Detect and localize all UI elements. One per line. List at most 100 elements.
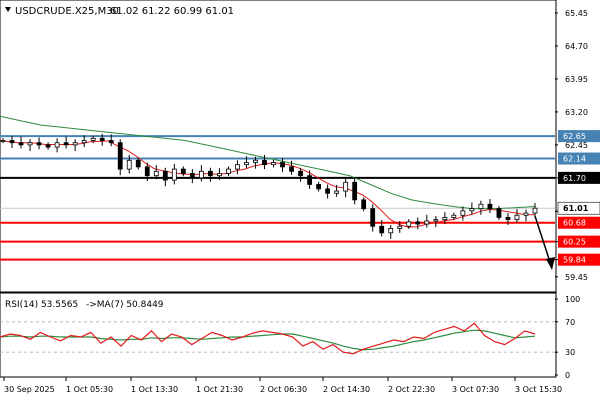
time-tick-label: 3 Oct 15:30 xyxy=(515,385,562,394)
candle xyxy=(108,140,114,144)
time-tick-label: 30 Sep 2025 xyxy=(4,385,55,394)
candle xyxy=(316,184,321,190)
symbol-label: USDCRUDE.X25,M30 xyxy=(15,6,119,17)
current-price-label: 61.01 xyxy=(563,204,589,213)
candle xyxy=(226,168,231,174)
candle xyxy=(523,212,529,216)
candle xyxy=(370,208,376,227)
candle xyxy=(81,140,87,144)
candle xyxy=(72,142,78,146)
candle xyxy=(207,170,213,177)
symbol-dropdown-icon[interactable] xyxy=(5,7,11,12)
candle xyxy=(325,188,331,194)
candle xyxy=(45,144,51,148)
time-tick-label: 1 Oct 05:30 xyxy=(66,385,113,394)
time-tick-label: 1 Oct 13:30 xyxy=(131,385,178,394)
candle xyxy=(415,221,421,225)
price-pane[interactable] xyxy=(0,0,557,293)
resistance-level-label: 62.14 xyxy=(563,155,586,164)
price-tick-label: 59.45 xyxy=(565,273,588,282)
rsi-pane[interactable] xyxy=(0,292,557,378)
candle xyxy=(451,214,457,218)
candle xyxy=(198,170,204,179)
candle xyxy=(54,142,60,148)
candle xyxy=(397,225,403,229)
candle xyxy=(361,199,367,210)
current-price-badge xyxy=(557,201,600,215)
candle xyxy=(189,173,195,179)
candle xyxy=(253,159,258,163)
candle xyxy=(235,164,240,170)
candle xyxy=(379,225,385,234)
candle xyxy=(162,170,168,181)
ma-slow-line xyxy=(0,115,536,210)
candle xyxy=(99,137,105,141)
price-tick-label: 64.70 xyxy=(565,42,588,51)
candle xyxy=(117,142,123,170)
ohlc-readout: 61.02 61.22 60.99 61.01 xyxy=(110,6,234,17)
candle xyxy=(487,203,493,210)
candle xyxy=(27,142,33,146)
candle xyxy=(135,159,141,168)
rsi-tick-label: 70 xyxy=(565,318,575,327)
rsi-label: RSI(14) 53.5565 xyxy=(5,300,78,310)
rsi-tick-label: 100 xyxy=(565,295,580,304)
ma-fast-line xyxy=(0,140,536,228)
candle xyxy=(298,170,303,177)
rsi-ma-line xyxy=(0,329,536,351)
candle xyxy=(0,140,6,142)
candle xyxy=(180,168,186,174)
candle xyxy=(352,181,358,201)
resistance-level-badge xyxy=(558,130,600,143)
time-tick-label: 2 Oct 22:30 xyxy=(388,385,435,394)
rsi-tick-label: 30 xyxy=(565,348,575,357)
price-tick-label: 65.45 xyxy=(565,9,588,18)
candle xyxy=(217,173,222,177)
forecast-arrow xyxy=(534,215,551,263)
candle xyxy=(262,159,267,166)
resistance-level-label: 62.65 xyxy=(563,132,586,141)
candle xyxy=(334,190,340,194)
candle xyxy=(171,168,177,181)
candle xyxy=(424,220,430,225)
rsi-ma-label: ->MA(7) 50.8449 xyxy=(86,300,164,310)
candle xyxy=(244,162,249,166)
candle xyxy=(307,175,312,185)
support-level-label: 60.25 xyxy=(563,238,586,247)
candle xyxy=(514,214,520,221)
price-tick-label: 62.45 xyxy=(565,141,588,150)
time-tick-label: 3 Oct 07:30 xyxy=(452,385,499,394)
candle xyxy=(343,181,349,192)
support-level-badge xyxy=(558,253,600,266)
candle xyxy=(460,210,466,216)
candle xyxy=(469,208,475,212)
time-tick-label: 2 Oct 14:30 xyxy=(323,385,370,394)
price-tick-label: 63.20 xyxy=(565,108,588,117)
rsi-line xyxy=(0,322,536,355)
candle xyxy=(90,137,96,141)
time-tick-label: 2 Oct 06:30 xyxy=(260,385,307,394)
candle xyxy=(271,162,276,166)
pivot-level-label: 61.70 xyxy=(563,174,586,183)
candle xyxy=(153,170,159,177)
candle xyxy=(126,159,132,170)
candle xyxy=(36,142,42,146)
candle xyxy=(9,140,15,144)
rsi-tick-label: 0 xyxy=(565,371,570,380)
candle xyxy=(496,208,502,218)
candle xyxy=(280,162,285,168)
candle xyxy=(433,219,439,222)
candle xyxy=(532,207,538,214)
time-tick-label: 1 Oct 21:30 xyxy=(196,385,243,394)
candle xyxy=(63,142,69,146)
support-level-label: 60.68 xyxy=(563,219,586,228)
candle xyxy=(478,203,484,210)
price-tick-label: 63.95 xyxy=(565,75,588,84)
pivot-level-badge xyxy=(558,171,600,184)
candle xyxy=(18,142,24,146)
candle xyxy=(505,217,511,221)
arrow-head-icon xyxy=(546,257,555,270)
resistance-level-badge xyxy=(558,152,600,165)
candle xyxy=(388,228,394,234)
